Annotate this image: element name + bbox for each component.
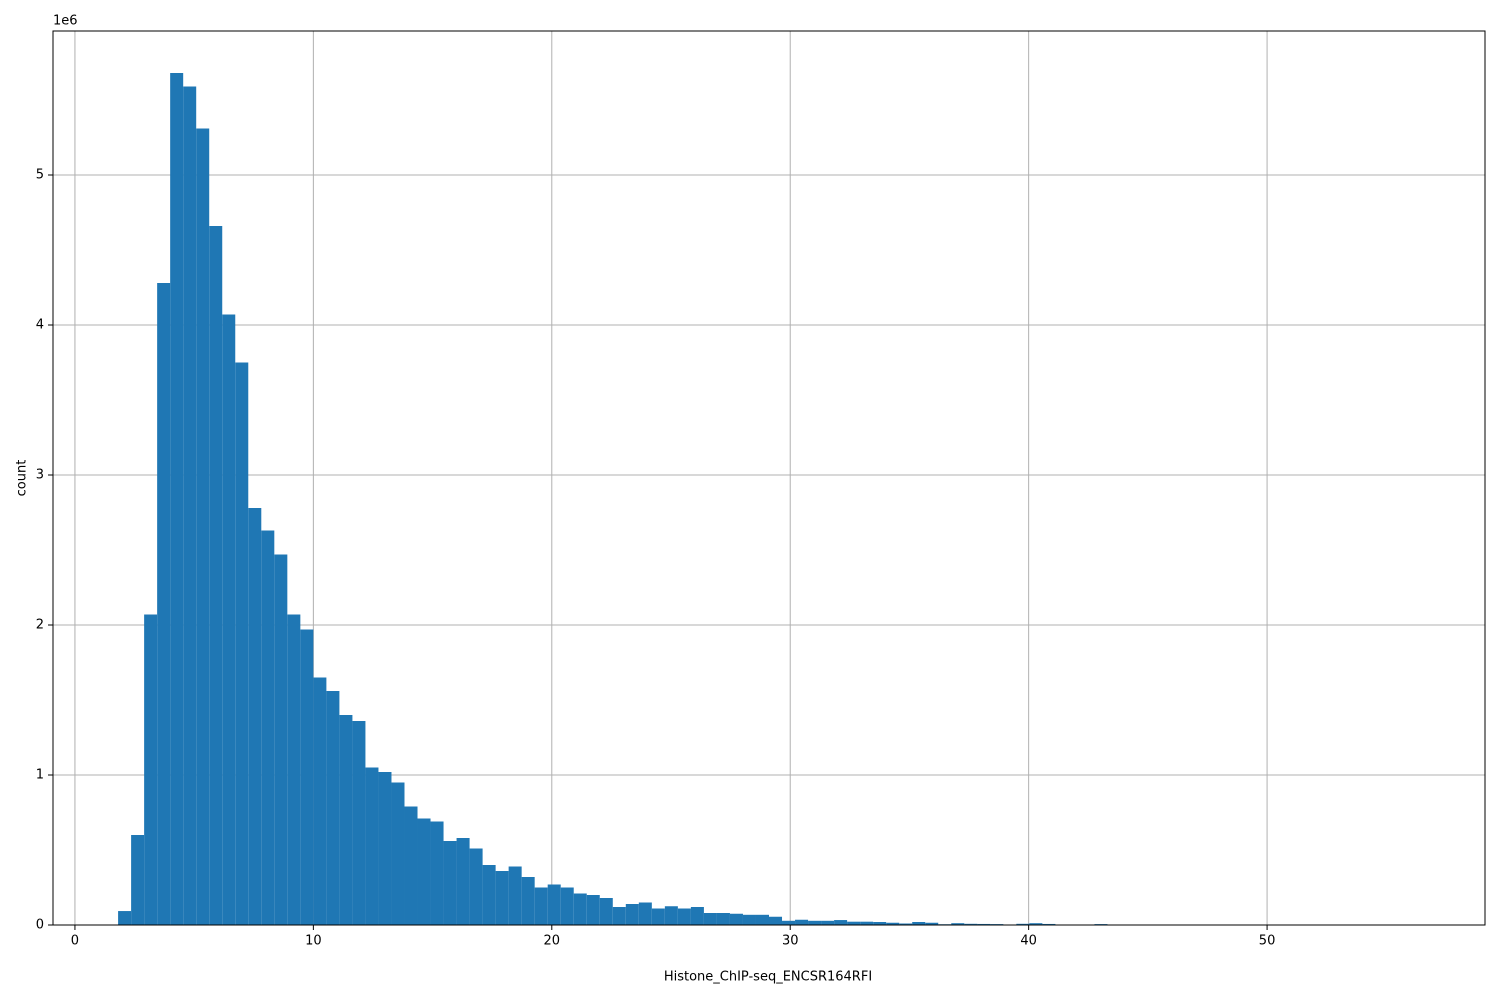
x-axis-label: Histone_ChIP-seq_ENCSR164RFI xyxy=(664,970,872,985)
bar xyxy=(716,913,730,925)
bar xyxy=(378,772,392,925)
bar xyxy=(313,677,327,925)
bar xyxy=(170,73,184,925)
bar xyxy=(821,920,835,925)
bar xyxy=(222,314,236,925)
bar xyxy=(899,923,913,925)
bar xyxy=(248,508,262,925)
bar xyxy=(157,283,171,925)
bar xyxy=(742,914,756,925)
bar xyxy=(417,818,431,925)
axes: 0 10 20 30 40 50 0 1 2 3 4 5 xyxy=(36,30,1486,949)
y-tick-label: 4 xyxy=(36,318,44,333)
bar xyxy=(469,848,483,925)
bar xyxy=(847,921,861,925)
bar xyxy=(196,128,210,925)
bar xyxy=(964,923,978,925)
bar xyxy=(495,871,509,925)
bars xyxy=(118,73,1420,925)
bar xyxy=(573,893,587,925)
bar xyxy=(612,907,626,925)
bar xyxy=(404,806,418,925)
bar xyxy=(1042,923,1056,925)
bar xyxy=(873,922,887,925)
bar xyxy=(795,919,809,925)
bar xyxy=(352,721,366,925)
bar xyxy=(131,835,145,925)
bar xyxy=(951,923,965,925)
bar xyxy=(365,767,379,925)
bar xyxy=(677,908,691,925)
y-tick-label: 1 xyxy=(36,768,44,783)
bar xyxy=(118,911,132,925)
bar xyxy=(261,530,275,925)
bar xyxy=(977,923,991,925)
bar xyxy=(703,913,717,925)
bar xyxy=(300,629,314,925)
bar xyxy=(651,908,665,925)
bar xyxy=(834,920,848,925)
bar xyxy=(599,898,613,925)
plot-frame xyxy=(52,30,1486,926)
bar xyxy=(287,614,301,925)
bar xyxy=(339,715,353,925)
bar xyxy=(534,887,548,925)
bar xyxy=(1016,923,1030,925)
bar xyxy=(586,895,600,925)
x-tick-label: 50 xyxy=(1259,934,1276,949)
bar xyxy=(456,838,470,925)
bar xyxy=(430,821,444,925)
x-tick-label: 20 xyxy=(544,934,561,949)
bar xyxy=(912,922,926,925)
bar xyxy=(183,86,197,925)
bar xyxy=(560,887,574,925)
bar xyxy=(886,922,900,925)
bar xyxy=(326,691,340,925)
bar xyxy=(274,554,288,925)
y-axis-label: count xyxy=(15,460,30,497)
bar xyxy=(769,916,783,925)
x-tick-label: 0 xyxy=(71,934,79,949)
bar xyxy=(860,921,874,925)
bar xyxy=(391,782,405,925)
bar xyxy=(209,226,223,925)
bar xyxy=(782,920,796,925)
y-tick-label: 5 xyxy=(36,168,44,183)
x-tick-label: 10 xyxy=(305,934,322,949)
bar xyxy=(235,362,249,925)
bar xyxy=(547,884,561,925)
bar xyxy=(144,614,158,925)
bar xyxy=(521,877,535,925)
x-tick-label: 30 xyxy=(782,934,799,949)
bar xyxy=(1029,923,1043,925)
bar xyxy=(443,841,457,925)
bar xyxy=(625,904,639,925)
x-tick-label: 40 xyxy=(1020,934,1037,949)
bar xyxy=(729,913,743,925)
bar xyxy=(508,866,522,925)
bar xyxy=(755,914,769,925)
bar xyxy=(690,907,704,925)
bar xyxy=(482,865,496,925)
y-tick-label: 0 xyxy=(36,918,44,933)
bar xyxy=(925,922,939,925)
bar xyxy=(808,920,822,925)
y-offset-label: 1e6 xyxy=(53,14,78,29)
y-tick-label: 3 xyxy=(36,468,44,483)
bar xyxy=(664,906,678,925)
y-tick-label: 2 xyxy=(36,618,44,633)
bar xyxy=(638,902,652,925)
